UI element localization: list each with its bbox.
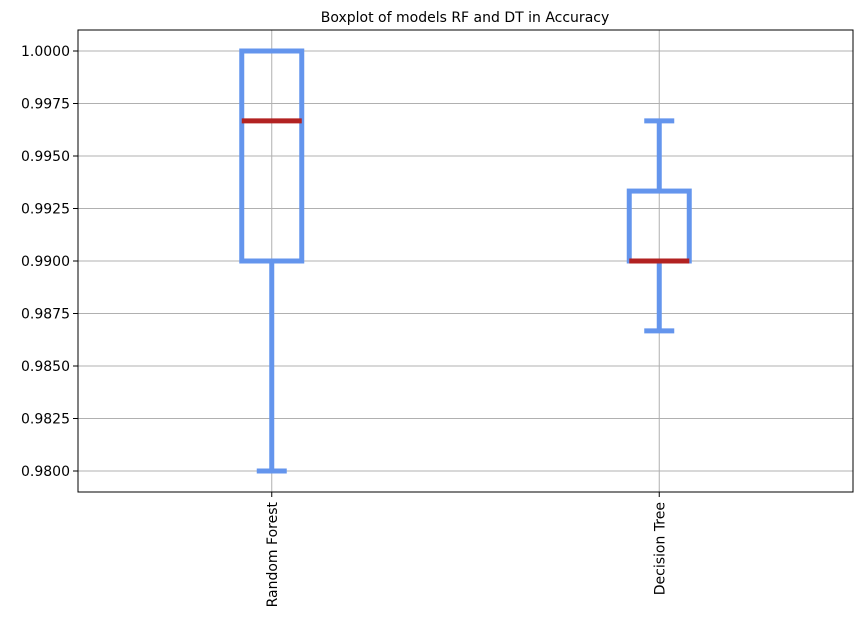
chart-title: Boxplot of models RF and DT in Accuracy: [321, 10, 610, 26]
box-group: [626, 118, 692, 334]
box-iqr: [239, 48, 305, 264]
y-tick-label: 0.9800: [21, 464, 70, 480]
x-tick-label: Random Forest: [265, 502, 281, 608]
grid-layer: [78, 30, 853, 492]
y-tick-label: 0.9850: [21, 359, 70, 375]
y-tick-label: 0.9950: [21, 149, 70, 165]
y-tick-label: 0.9875: [21, 307, 70, 323]
box-layer: [239, 48, 692, 474]
x-axis: Random Forest Decision Tree: [265, 492, 668, 608]
y-tick-label: 0.9925: [21, 202, 70, 218]
box-group: [239, 48, 305, 474]
y-tick-label: 0.9975: [21, 97, 70, 113]
y-tick-label: 0.9900: [21, 254, 70, 270]
y-tick-label: 0.9825: [21, 412, 70, 428]
y-tick-label: 1.0000: [21, 44, 70, 60]
y-axis: 0.9800 0.9825 0.9850 0.9875 0.9900 0.9925 0.99…: [21, 44, 78, 480]
x-tick-label: Decision Tree: [652, 502, 668, 595]
